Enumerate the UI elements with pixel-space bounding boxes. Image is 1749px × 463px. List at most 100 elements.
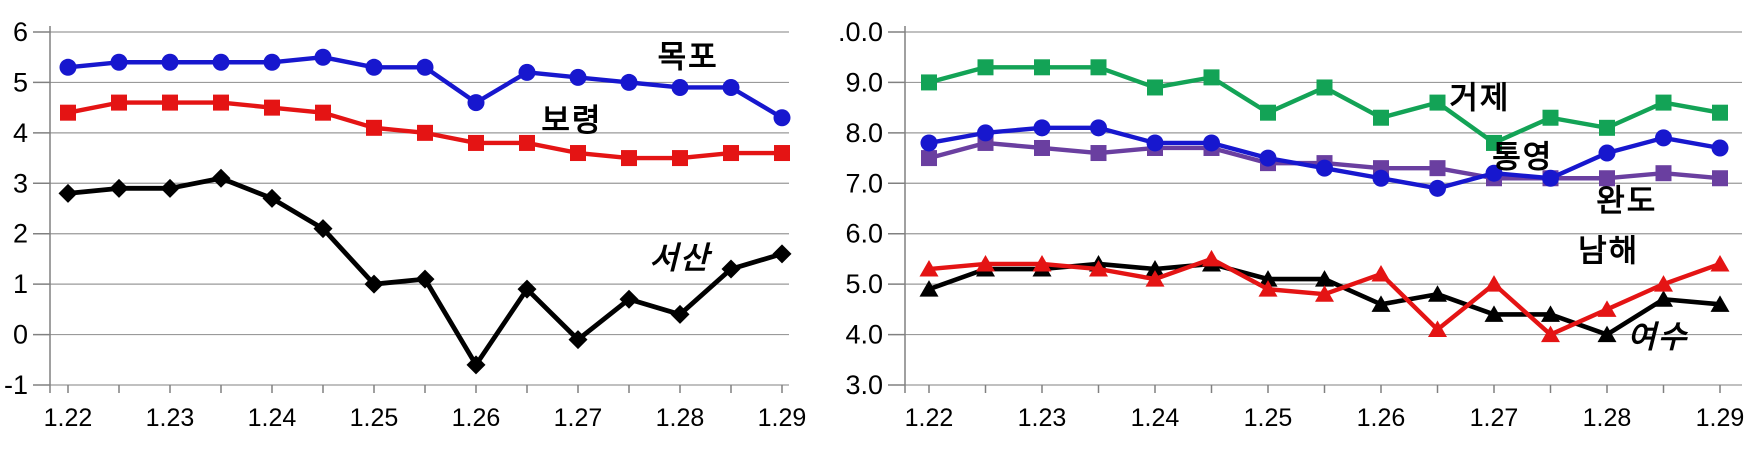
series-left-1 bbox=[60, 94, 790, 167]
data-point-marker bbox=[1484, 275, 1504, 292]
y-axis-label: 3 bbox=[13, 168, 28, 198]
data-point-marker bbox=[1203, 69, 1220, 86]
data-point-marker bbox=[1316, 159, 1333, 177]
y-axis-label: 6.0 bbox=[845, 219, 883, 249]
data-point-marker bbox=[1712, 170, 1728, 187]
data-point-marker bbox=[366, 119, 382, 136]
x-axis-label: 1.26 bbox=[1357, 404, 1406, 432]
data-point-marker bbox=[569, 68, 587, 86]
data-point-marker bbox=[1089, 260, 1108, 277]
y-axis-labels: 6 5 4 3 2 1 0 -1 bbox=[4, 17, 50, 400]
data-point-marker bbox=[1541, 325, 1560, 343]
x-axis-label: 1.29 bbox=[1696, 404, 1745, 432]
x-axis-label: 1.29 bbox=[758, 404, 807, 432]
data-point-marker bbox=[110, 53, 128, 71]
data-point-marker bbox=[213, 94, 229, 111]
data-point-marker bbox=[1315, 285, 1334, 302]
data-point-marker bbox=[519, 134, 535, 151]
data-point-marker bbox=[1710, 295, 1730, 312]
data-point-marker bbox=[1428, 285, 1447, 302]
data-point-marker bbox=[1654, 275, 1673, 292]
data-point-marker bbox=[415, 269, 435, 289]
data-point-marker bbox=[721, 259, 741, 279]
data-point-marker bbox=[1258, 280, 1278, 297]
data-point-marker bbox=[976, 254, 995, 272]
data-point-marker bbox=[111, 94, 127, 111]
series-right-4 bbox=[919, 249, 1730, 343]
data-point-marker bbox=[417, 124, 433, 141]
y-axis-label: 8.0 bbox=[845, 118, 883, 148]
x-axis-label: 1.25 bbox=[1244, 404, 1293, 432]
data-point-marker bbox=[920, 134, 938, 152]
data-point-marker bbox=[109, 178, 129, 198]
data-point-marker bbox=[772, 244, 792, 264]
data-point-marker bbox=[1147, 79, 1163, 96]
y-axis-label: 0 bbox=[13, 320, 28, 350]
data-point-marker bbox=[1541, 305, 1560, 322]
data-point-marker bbox=[1090, 59, 1107, 76]
data-point-marker bbox=[619, 289, 639, 309]
x-axis-label: 1.23 bbox=[1018, 404, 1067, 432]
data-point-marker bbox=[1090, 145, 1107, 162]
x-axis-label: 1.22 bbox=[905, 404, 954, 432]
data-point-marker bbox=[160, 178, 180, 198]
data-point-marker bbox=[364, 274, 384, 294]
data-point-marker bbox=[1655, 129, 1672, 147]
y-axis-label: 9.0 bbox=[845, 67, 883, 97]
x-axis-label: 1.22 bbox=[44, 404, 93, 432]
data-point-marker bbox=[1034, 59, 1050, 76]
data-point-marker bbox=[919, 260, 939, 277]
y-axis-label: 6 bbox=[13, 17, 28, 47]
data-point-marker bbox=[1203, 134, 1220, 152]
data-point-marker bbox=[774, 145, 790, 162]
x-axis-label: 1.25 bbox=[350, 404, 399, 432]
data-point-marker bbox=[977, 59, 994, 76]
data-point-marker bbox=[416, 58, 434, 76]
data-point-marker bbox=[1145, 270, 1165, 287]
y-axis-label: 3.0 bbox=[845, 370, 883, 400]
series-label-right-3: 남해 bbox=[1578, 233, 1639, 268]
series-label-left-1: 보령 bbox=[541, 103, 602, 138]
data-point-marker bbox=[1599, 170, 1615, 187]
y-axis-label: 4.0 bbox=[845, 320, 883, 350]
data-point-marker bbox=[1090, 119, 1107, 137]
data-point-marker bbox=[263, 53, 281, 71]
data-point-marker bbox=[1260, 104, 1276, 121]
x-axis-label: 1.24 bbox=[248, 404, 297, 432]
data-point-marker bbox=[568, 330, 588, 350]
data-point-marker bbox=[670, 304, 690, 324]
data-point-marker bbox=[1032, 254, 1052, 272]
series-label-right-0: 거제 bbox=[1449, 81, 1510, 116]
data-point-marker bbox=[1146, 134, 1164, 152]
data-point-marker bbox=[212, 53, 230, 71]
data-point-marker bbox=[1655, 94, 1672, 111]
data-point-marker bbox=[773, 109, 791, 127]
data-point-marker bbox=[1202, 249, 1221, 267]
y-axis-label: 5 bbox=[13, 67, 28, 97]
data-point-marker bbox=[1145, 260, 1165, 277]
data-point-marker bbox=[466, 355, 486, 375]
data-point-marker bbox=[1542, 169, 1559, 187]
y-axis-label: 4 bbox=[13, 118, 28, 148]
data-point-marker bbox=[1712, 104, 1728, 121]
data-point-marker bbox=[1259, 149, 1277, 167]
x-axis-label: 1.28 bbox=[1583, 404, 1632, 432]
x-axis-label: 1.26 bbox=[452, 404, 501, 432]
data-point-marker bbox=[1371, 265, 1391, 282]
data-point-marker bbox=[1597, 325, 1617, 343]
series-left-0 bbox=[59, 48, 791, 127]
data-point-marker bbox=[1484, 305, 1504, 322]
data-point-marker bbox=[1599, 119, 1615, 136]
data-point-marker bbox=[313, 219, 333, 239]
data-point-marker bbox=[1034, 139, 1050, 156]
data-point-marker bbox=[1485, 164, 1503, 182]
right-chart: .0.09.08.07.06.05.04.03.01.22 1.23 1.24 1.2… bbox=[838, 17, 1744, 432]
data-point-marker bbox=[58, 183, 78, 203]
x-axis-label: 1.27 bbox=[1470, 404, 1519, 432]
data-point-marker bbox=[1429, 160, 1446, 177]
series-label-right-1: 통영 bbox=[1492, 140, 1553, 175]
x-axis-label: 1.24 bbox=[1131, 404, 1180, 432]
series-label-right-4: 여수 bbox=[1627, 320, 1689, 355]
data-point-marker bbox=[315, 104, 331, 121]
